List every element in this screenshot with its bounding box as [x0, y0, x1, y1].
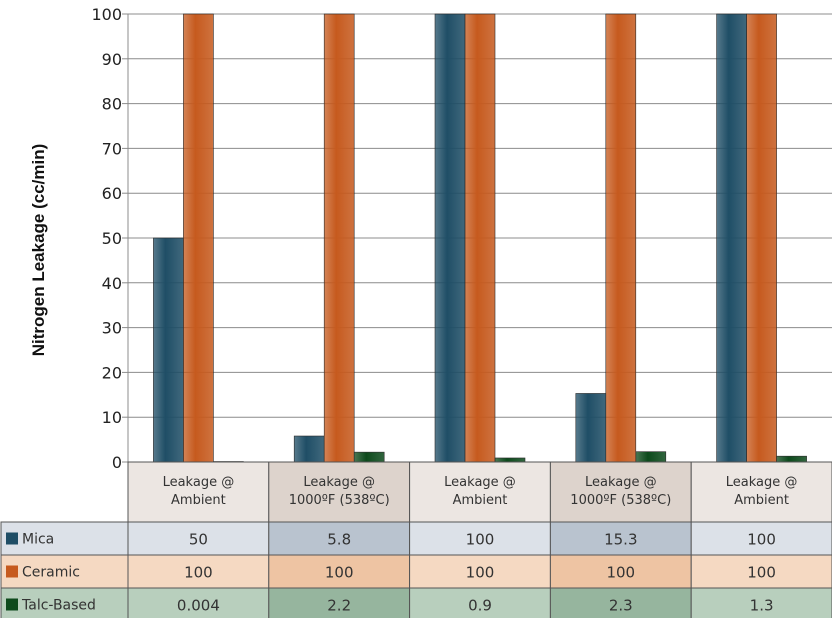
table-header-cell [690, 461, 832, 523]
bar-ceramic-3 [464, 13, 496, 463]
table-cell [409, 521, 551, 556]
y-tick-label: 90 [102, 50, 122, 69]
table-header-cell [549, 461, 692, 523]
data-table: Leakage @ Ambient Leakage @ 1000ºF (538ºC) L… [0, 461, 832, 618]
data-label: 100 [747, 531, 776, 549]
data-label: 100 [184, 564, 213, 582]
table-cell [127, 521, 270, 556]
category-label: Leakage @ [585, 475, 657, 490]
table-header-cell [268, 461, 411, 523]
legend-label: Mica [22, 532, 54, 548]
bar-mica-5 [716, 13, 747, 463]
bar-mica-2 [293, 435, 325, 463]
bar-mica-1 [153, 237, 184, 463]
table-cell [690, 587, 832, 618]
category-label: Leakage @ [303, 475, 375, 490]
bar-ceramic-5 [746, 13, 777, 463]
category-label: 1000ºF (538ºC) [570, 493, 671, 508]
y-tick-label: 20 [102, 363, 122, 382]
y-tick-label: 60 [102, 184, 122, 203]
y-axis-label: Nitrogen Leakage (cc/min) [29, 144, 48, 357]
bar-ceramic-4 [605, 13, 637, 463]
category-label: Leakage @ [444, 475, 516, 490]
legend-cell [0, 521, 129, 556]
data-label: 2.2 [327, 597, 351, 615]
table-header-cell [409, 461, 551, 523]
legend-label: Ceramic [22, 565, 80, 581]
table-cell [549, 587, 692, 618]
category-label: 1000ºF (538ºC) [289, 493, 390, 508]
bar-mica-3 [434, 13, 466, 463]
data-label: 100 [606, 564, 635, 582]
y-tick-label: 100 [91, 5, 122, 24]
data-label: 100 [466, 564, 495, 582]
y-tick-label: 0 [112, 453, 122, 472]
data-label: 100 [325, 564, 354, 582]
data-label: 100 [466, 531, 495, 549]
y-tick-label: 40 [102, 274, 122, 293]
y-tick-label: 50 [102, 229, 122, 248]
table-cell [409, 587, 551, 618]
legend-label: Talc-Based [21, 598, 96, 614]
bar-talc-based-4 [635, 451, 667, 463]
bar-talc-based-3 [494, 457, 526, 463]
table-cell [690, 521, 832, 556]
table-cell [690, 554, 832, 589]
bar-mica-4 [575, 393, 607, 463]
bars [153, 13, 807, 463]
data-label: 5.8 [327, 531, 351, 549]
data-label: 1.3 [750, 597, 774, 615]
data-label: 0.004 [177, 597, 220, 615]
bar-talc-based-2 [353, 451, 385, 463]
bar-ceramic-2 [323, 13, 355, 463]
legend-swatch [6, 598, 18, 611]
table-cell [127, 554, 270, 589]
data-label: 2.3 [609, 597, 633, 615]
table-cell [409, 554, 551, 589]
data-label: 15.3 [604, 531, 637, 549]
category-label: Leakage @ [163, 475, 235, 490]
category-label: Leakage @ [726, 475, 798, 490]
table-cell [127, 587, 270, 618]
y-tick-label: 80 [102, 95, 122, 114]
data-label: 50 [189, 531, 208, 549]
category-label: Ambient [171, 493, 226, 508]
legend-swatch [6, 532, 18, 545]
table-cell [268, 521, 411, 556]
category-label: Ambient [453, 493, 508, 508]
legend-swatch [6, 565, 18, 578]
data-label: 100 [747, 564, 776, 582]
y-axis-ticks: 0 10 20 30 40 50 60 70 80 90 100 [91, 5, 128, 472]
table-cell [268, 587, 411, 618]
table-header-cell [127, 461, 270, 523]
y-tick-label: 10 [102, 408, 122, 427]
data-label: 0.9 [468, 597, 492, 615]
legend-cell [0, 587, 129, 618]
category-label: Ambient [734, 493, 789, 508]
y-tick-label: 30 [102, 319, 122, 338]
bar-talc-based-5 [776, 455, 807, 463]
table-cell [549, 554, 692, 589]
bar-ceramic-1 [183, 13, 214, 463]
y-tick-label: 70 [102, 139, 122, 158]
